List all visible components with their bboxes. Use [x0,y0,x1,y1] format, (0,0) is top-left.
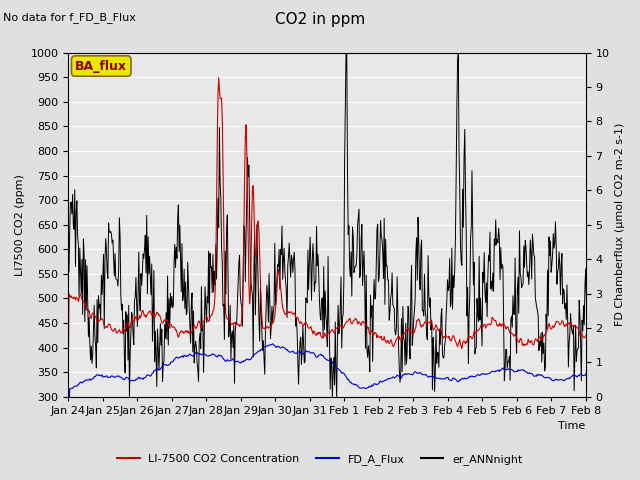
Text: CO2 in ppm: CO2 in ppm [275,12,365,27]
Legend: LI-7500 CO2 Concentration, FD_A_Flux, er_ANNnight: LI-7500 CO2 Concentration, FD_A_Flux, er… [113,450,527,469]
Y-axis label: FD Chamberflux (μmol CO2 m-2 s-1): FD Chamberflux (μmol CO2 m-2 s-1) [615,123,625,326]
Y-axis label: LI7500 CO2 (ppm): LI7500 CO2 (ppm) [15,174,25,276]
Text: BA_flux: BA_flux [76,60,127,72]
X-axis label: Time: Time [559,421,586,432]
Text: No data for f_FD_B_Flux: No data for f_FD_B_Flux [3,12,136,23]
